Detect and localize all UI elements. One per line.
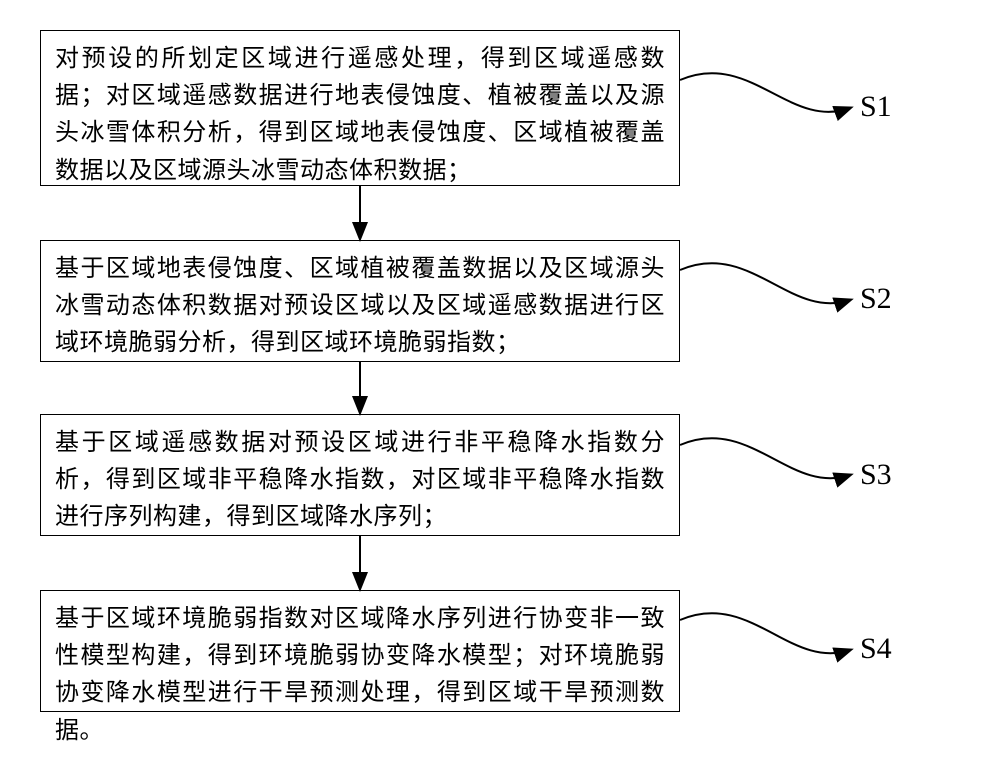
curved-connector <box>680 613 850 653</box>
step-box-s3: 基于区域遥感数据对预设区域进行非平稳降水指数分析，得到区域非平稳降水指数，对区域… <box>40 414 680 536</box>
step-text-s2: 基于区域地表侵蚀度、区域植被覆盖数据以及区域源头冰雪动态体积数据对预设区域以及区… <box>55 256 665 356</box>
step-label-s3: S3 <box>860 458 892 492</box>
step-label-s2: S2 <box>860 282 892 316</box>
step-text-s4: 基于区域环境脆弱指数对区域降水序列进行协变非一致性模型构建，得到环境脆弱协变降水… <box>55 606 665 744</box>
curved-connector <box>680 263 850 303</box>
flowchart-container: 对预设的所划定区域进行遥感处理，得到区域遥感数据；对区域遥感数据进行地表侵蚀度、… <box>0 20 1000 742</box>
step-box-s2: 基于区域地表侵蚀度、区域植被覆盖数据以及区域源头冰雪动态体积数据对预设区域以及区… <box>40 240 680 362</box>
curved-connector <box>680 73 850 112</box>
step-box-s1: 对预设的所划定区域进行遥感处理，得到区域遥感数据；对区域遥感数据进行地表侵蚀度、… <box>40 30 680 186</box>
step-label-s1: S1 <box>860 90 892 124</box>
step-text-s3: 基于区域遥感数据对预设区域进行非平稳降水指数分析，得到区域非平稳降水指数，对区域… <box>55 430 665 530</box>
curved-connector <box>680 438 850 478</box>
step-label-s4: S4 <box>860 632 892 666</box>
step-box-s4: 基于区域环境脆弱指数对区域降水序列进行协变非一致性模型构建，得到环境脆弱协变降水… <box>40 590 680 712</box>
step-text-s1: 对预设的所划定区域进行遥感处理，得到区域遥感数据；对区域遥感数据进行地表侵蚀度、… <box>55 46 665 184</box>
